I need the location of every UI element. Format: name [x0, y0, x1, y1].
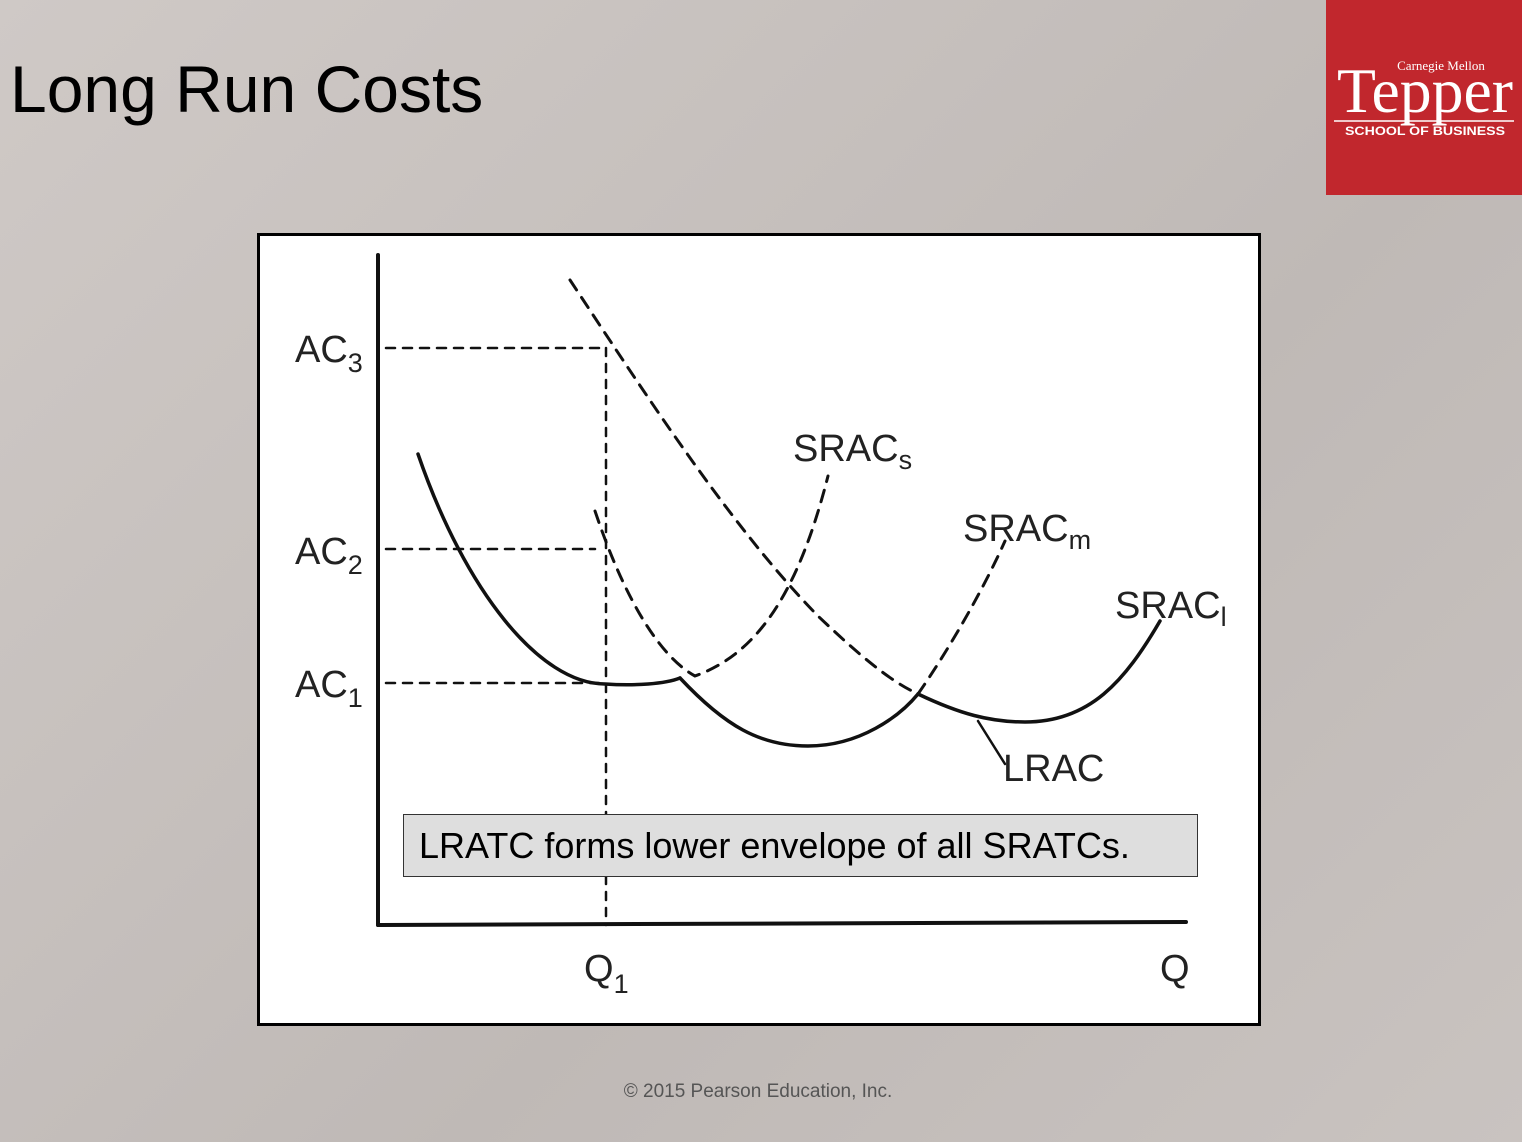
y-label-ac2: AC2: [295, 531, 363, 580]
cost-diagram: AC3 AC2 AC1 Q1 Q SRACs SRACm SRACl LRAC …: [257, 233, 1261, 1026]
logo-school-of-business: SCHOOL OF BUSINESS: [1345, 124, 1505, 138]
lrac-pointer: [976, 719, 1007, 766]
srac-large-dashed-left: [568, 278, 920, 696]
logo-carnegie-mellon: Carnegie Mellon: [1397, 58, 1485, 73]
y-label-ac3: AC3: [295, 329, 363, 378]
copyright-notice: © 2015 Pearson Education, Inc.: [623, 1081, 893, 1102]
envelope-callout: LRATC forms lower envelope of all SRATCs…: [403, 814, 1198, 877]
srac-medium-dashed-right: [916, 539, 1007, 696]
logo-background: [1326, 0, 1522, 195]
x-label-q1: Q1: [584, 948, 629, 999]
tepper-logo: Carnegie Mellon Tepper SCHOOL OF BUSINES…: [1326, 0, 1522, 195]
label-lrac: LRAC: [1003, 748, 1104, 790]
label-srac-s: SRACs: [793, 428, 912, 475]
y-label-ac1: AC1: [295, 664, 363, 713]
slide-title: Long Run Costs: [10, 52, 484, 126]
label-srac-l: SRACl: [1115, 585, 1227, 632]
cost-curves-svg: AC3 AC2 AC1 Q1 Q SRACs SRACm SRACl LRAC: [295, 253, 1227, 999]
x-axis: [376, 920, 1188, 927]
label-srac-m: SRACm: [963, 508, 1091, 555]
logo-wordmark: Tepper: [1337, 55, 1513, 126]
x-label-q: Q: [1160, 948, 1190, 990]
tepper-logo-graphic: Carnegie Mellon Tepper SCHOOL OF BUSINES…: [1326, 0, 1522, 195]
srac-medium-solid-section: [678, 676, 920, 748]
srac-small-dashed: [593, 474, 830, 678]
srac-small-solid-section: [416, 452, 682, 687]
curve-group: [376, 253, 1188, 927]
srac-large-solid-section: [916, 619, 1162, 724]
